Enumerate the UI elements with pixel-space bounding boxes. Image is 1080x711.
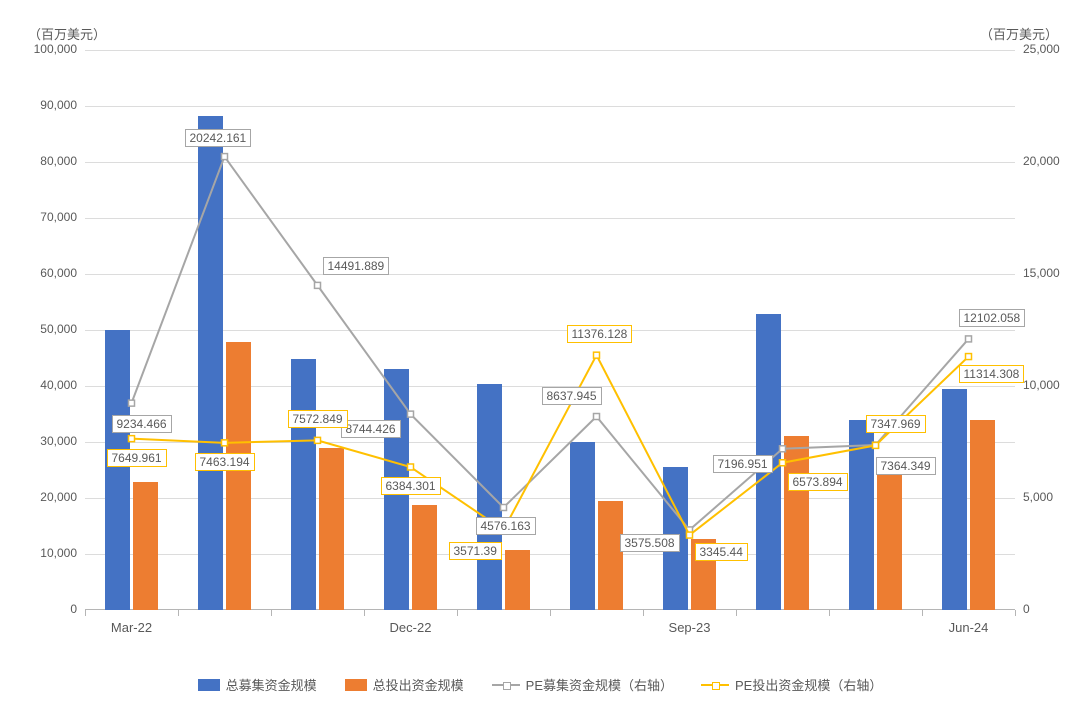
left-tick: 30,000 — [7, 434, 77, 448]
left-tick: 20,000 — [7, 490, 77, 504]
x-tick-label: Jun-24 — [939, 620, 999, 635]
left-tick: 90,000 — [7, 98, 77, 112]
plot-area: 9234.46620242.16114491.8898744.4264576.1… — [85, 50, 1015, 610]
legend-item-pe_invested: PE投出资金规模（右轴） — [701, 675, 882, 694]
left-tick: 60,000 — [7, 266, 77, 280]
line-pe-raised — [132, 157, 969, 530]
x-tick-label: Mar-22 — [102, 620, 162, 635]
legend-swatch — [345, 679, 367, 691]
left-tick: 40,000 — [7, 378, 77, 392]
legend-swatch — [198, 679, 220, 691]
left-axis-title: （百万美元） — [28, 24, 106, 43]
legend-item-total_invested: 总投出资金规模 — [345, 675, 464, 694]
legend-label: 总投出资金规模 — [373, 675, 464, 694]
x-tick-label: Sep-23 — [660, 620, 720, 635]
left-tick: 100,000 — [7, 42, 77, 56]
right-axis-title: （百万美元） — [980, 24, 1058, 43]
left-tick: 80,000 — [7, 154, 77, 168]
right-tick: 20,000 — [1023, 154, 1060, 168]
left-tick: 10,000 — [7, 546, 77, 560]
legend-item-total_raised: 总募集资金规模 — [198, 675, 317, 694]
left-tick: 50,000 — [7, 322, 77, 336]
legend-label: 总募集资金规模 — [226, 675, 317, 694]
right-tick: 5,000 — [1023, 490, 1053, 504]
fundraising-chart: （百万美元） （百万美元） 9234.46620242.16114491.889… — [0, 0, 1080, 711]
legend-label: PE投出资金规模（右轴） — [735, 675, 882, 694]
left-tick: 0 — [7, 602, 77, 616]
line-pe-invested — [132, 355, 969, 535]
legend-label: PE募集资金规模（右轴） — [526, 675, 673, 694]
left-tick: 70,000 — [7, 210, 77, 224]
right-tick: 15,000 — [1023, 266, 1060, 280]
right-tick: 0 — [1023, 602, 1030, 616]
legend-item-pe_raised: PE募集资金规模（右轴） — [492, 675, 673, 694]
x-tick-label: Dec-22 — [381, 620, 441, 635]
legend: 总募集资金规模 总投出资金规模 PE募集资金规模（右轴） PE投出资金规模（右轴） — [0, 675, 1080, 694]
right-tick: 25,000 — [1023, 42, 1060, 56]
right-tick: 10,000 — [1023, 378, 1060, 392]
